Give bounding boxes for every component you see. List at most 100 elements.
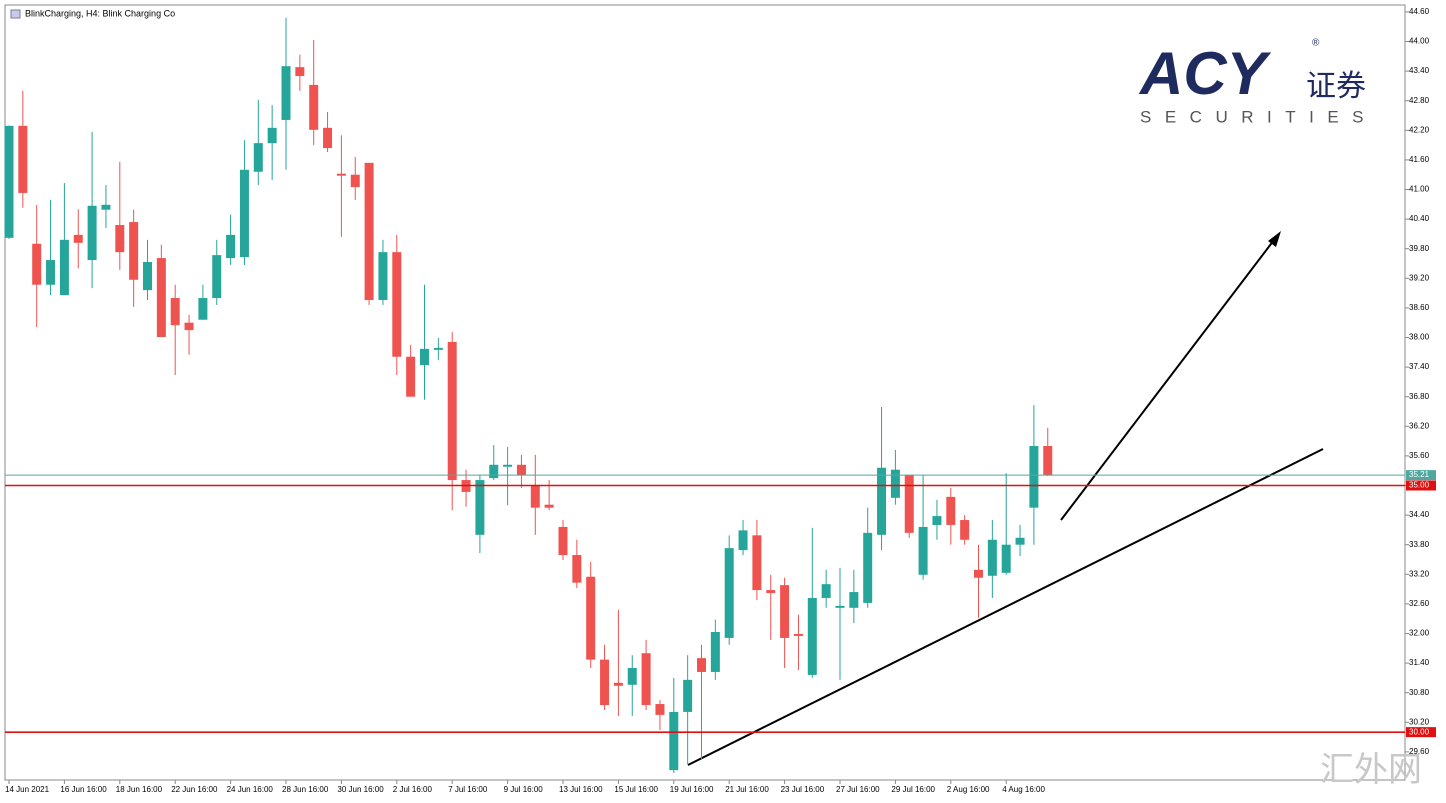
candle-body xyxy=(239,169,249,258)
candle-body xyxy=(336,173,346,176)
y-tick-label: 44.00 xyxy=(1409,37,1430,46)
x-tick-label: 16 Jun 16:00 xyxy=(60,785,107,794)
x-tick-label: 27 Jul 16:00 xyxy=(836,785,880,794)
x-tick-label: 13 Jul 16:00 xyxy=(559,785,603,794)
candle-body xyxy=(613,682,623,686)
price-label: 35.00 xyxy=(1409,481,1430,490)
candle-body xyxy=(821,584,831,598)
y-tick-label: 40.40 xyxy=(1409,214,1430,223)
x-tick-label: 4 Aug 16:00 xyxy=(1002,785,1045,794)
y-tick-label: 38.00 xyxy=(1409,333,1430,342)
candle-body xyxy=(198,298,208,320)
candle-body xyxy=(863,532,873,603)
candle-body xyxy=(960,520,970,540)
plot-frame xyxy=(4,4,1406,781)
candle-body xyxy=(807,597,817,675)
logo-chinese: 证券 xyxy=(1306,70,1366,103)
x-tick-label: 14 Jun 2021 xyxy=(5,785,50,794)
y-tick-label: 30.20 xyxy=(1409,717,1430,726)
candle-body xyxy=(1015,537,1025,545)
logo: ACY ® 证券 SECURITIES xyxy=(1138,38,1366,127)
price-label: 30.00 xyxy=(1409,727,1430,736)
candle-body xyxy=(627,668,637,685)
x-tick-label: 7 Jul 16:00 xyxy=(448,785,488,794)
candle-body xyxy=(406,356,416,397)
candle-body xyxy=(586,576,596,660)
x-tick-label: 2 Jul 16:00 xyxy=(393,785,433,794)
candle-body xyxy=(267,127,277,144)
candle-body xyxy=(295,67,305,77)
x-tick-label: 30 Jun 16:00 xyxy=(337,785,384,794)
x-tick-label: 19 Jul 16:00 xyxy=(670,785,714,794)
annotations xyxy=(687,231,1324,766)
y-tick-label: 33.80 xyxy=(1409,540,1430,549)
chart-title: BlinkCharging, H4: Blink Charging Co xyxy=(25,8,175,18)
candle-body xyxy=(184,322,194,331)
chart-icon xyxy=(10,9,21,19)
candle-body xyxy=(946,496,956,525)
candle-body xyxy=(918,526,928,575)
x-tick-label: 9 Jul 16:00 xyxy=(504,785,544,794)
candle-body xyxy=(849,592,859,608)
y-tick-label: 32.60 xyxy=(1409,599,1430,608)
candle-body xyxy=(558,526,568,556)
candle-body xyxy=(877,467,887,535)
candle-body xyxy=(364,162,374,301)
candle-body xyxy=(503,464,513,467)
arrow-line xyxy=(1060,239,1275,521)
y-tick-label: 43.40 xyxy=(1409,66,1430,75)
candle-body xyxy=(655,704,665,715)
y-tick-label: 39.80 xyxy=(1409,244,1430,253)
candle-body xyxy=(129,222,139,280)
watermark: 汇外网 xyxy=(1320,751,1422,789)
candle-body xyxy=(752,535,762,591)
candle-body xyxy=(420,348,429,366)
price-label-box xyxy=(1406,470,1436,481)
candle-body xyxy=(4,125,14,238)
y-tick-label: 36.20 xyxy=(1409,421,1430,430)
x-tick-label: 23 Jul 16:00 xyxy=(781,785,825,794)
candle-body xyxy=(101,204,111,210)
candle-body xyxy=(974,569,983,578)
candle-body xyxy=(226,234,236,259)
y-tick-label: 39.20 xyxy=(1409,273,1430,282)
candle-body xyxy=(710,632,720,672)
candle-body xyxy=(447,341,457,481)
candle-body xyxy=(433,347,443,350)
x-tick-label: 21 Jul 16:00 xyxy=(725,785,769,794)
y-tick-label: 36.80 xyxy=(1409,392,1430,401)
logo-trademark: ® xyxy=(1312,38,1320,49)
candle-body xyxy=(600,659,610,706)
y-tick-label: 37.40 xyxy=(1409,362,1430,371)
candle-body xyxy=(309,84,319,130)
candle-body xyxy=(323,127,333,149)
candle-body xyxy=(392,252,402,357)
x-tick-label: 15 Jul 16:00 xyxy=(614,785,658,794)
candle-body xyxy=(932,516,942,525)
candle-body xyxy=(170,298,180,326)
candle-body xyxy=(253,143,263,172)
candle-body xyxy=(697,658,706,672)
trend-line xyxy=(687,448,1324,766)
candle-body xyxy=(1043,446,1053,476)
candle-body xyxy=(835,605,845,608)
x-tick-label: 28 Jun 16:00 xyxy=(282,785,329,794)
candle-body xyxy=(793,633,803,636)
y-tick-label: 33.20 xyxy=(1409,569,1430,578)
price-label-box xyxy=(1406,727,1436,738)
candle-body xyxy=(780,585,790,638)
candle-body xyxy=(1029,446,1039,508)
x-tick-label: 29 Jul 16:00 xyxy=(891,785,935,794)
candle-body xyxy=(87,205,97,261)
candle-body xyxy=(724,548,734,638)
candle-body xyxy=(489,464,499,479)
logo-brand: ACY xyxy=(1138,40,1272,107)
y-tick-label: 31.40 xyxy=(1409,658,1430,667)
x-tick-label: 18 Jun 16:00 xyxy=(116,785,163,794)
candle-body xyxy=(530,485,540,508)
candle-body xyxy=(46,260,56,285)
y-tick-label: 35.60 xyxy=(1409,451,1430,460)
candle-body xyxy=(350,174,360,188)
candle-body xyxy=(59,239,69,296)
candle-body xyxy=(115,225,125,253)
